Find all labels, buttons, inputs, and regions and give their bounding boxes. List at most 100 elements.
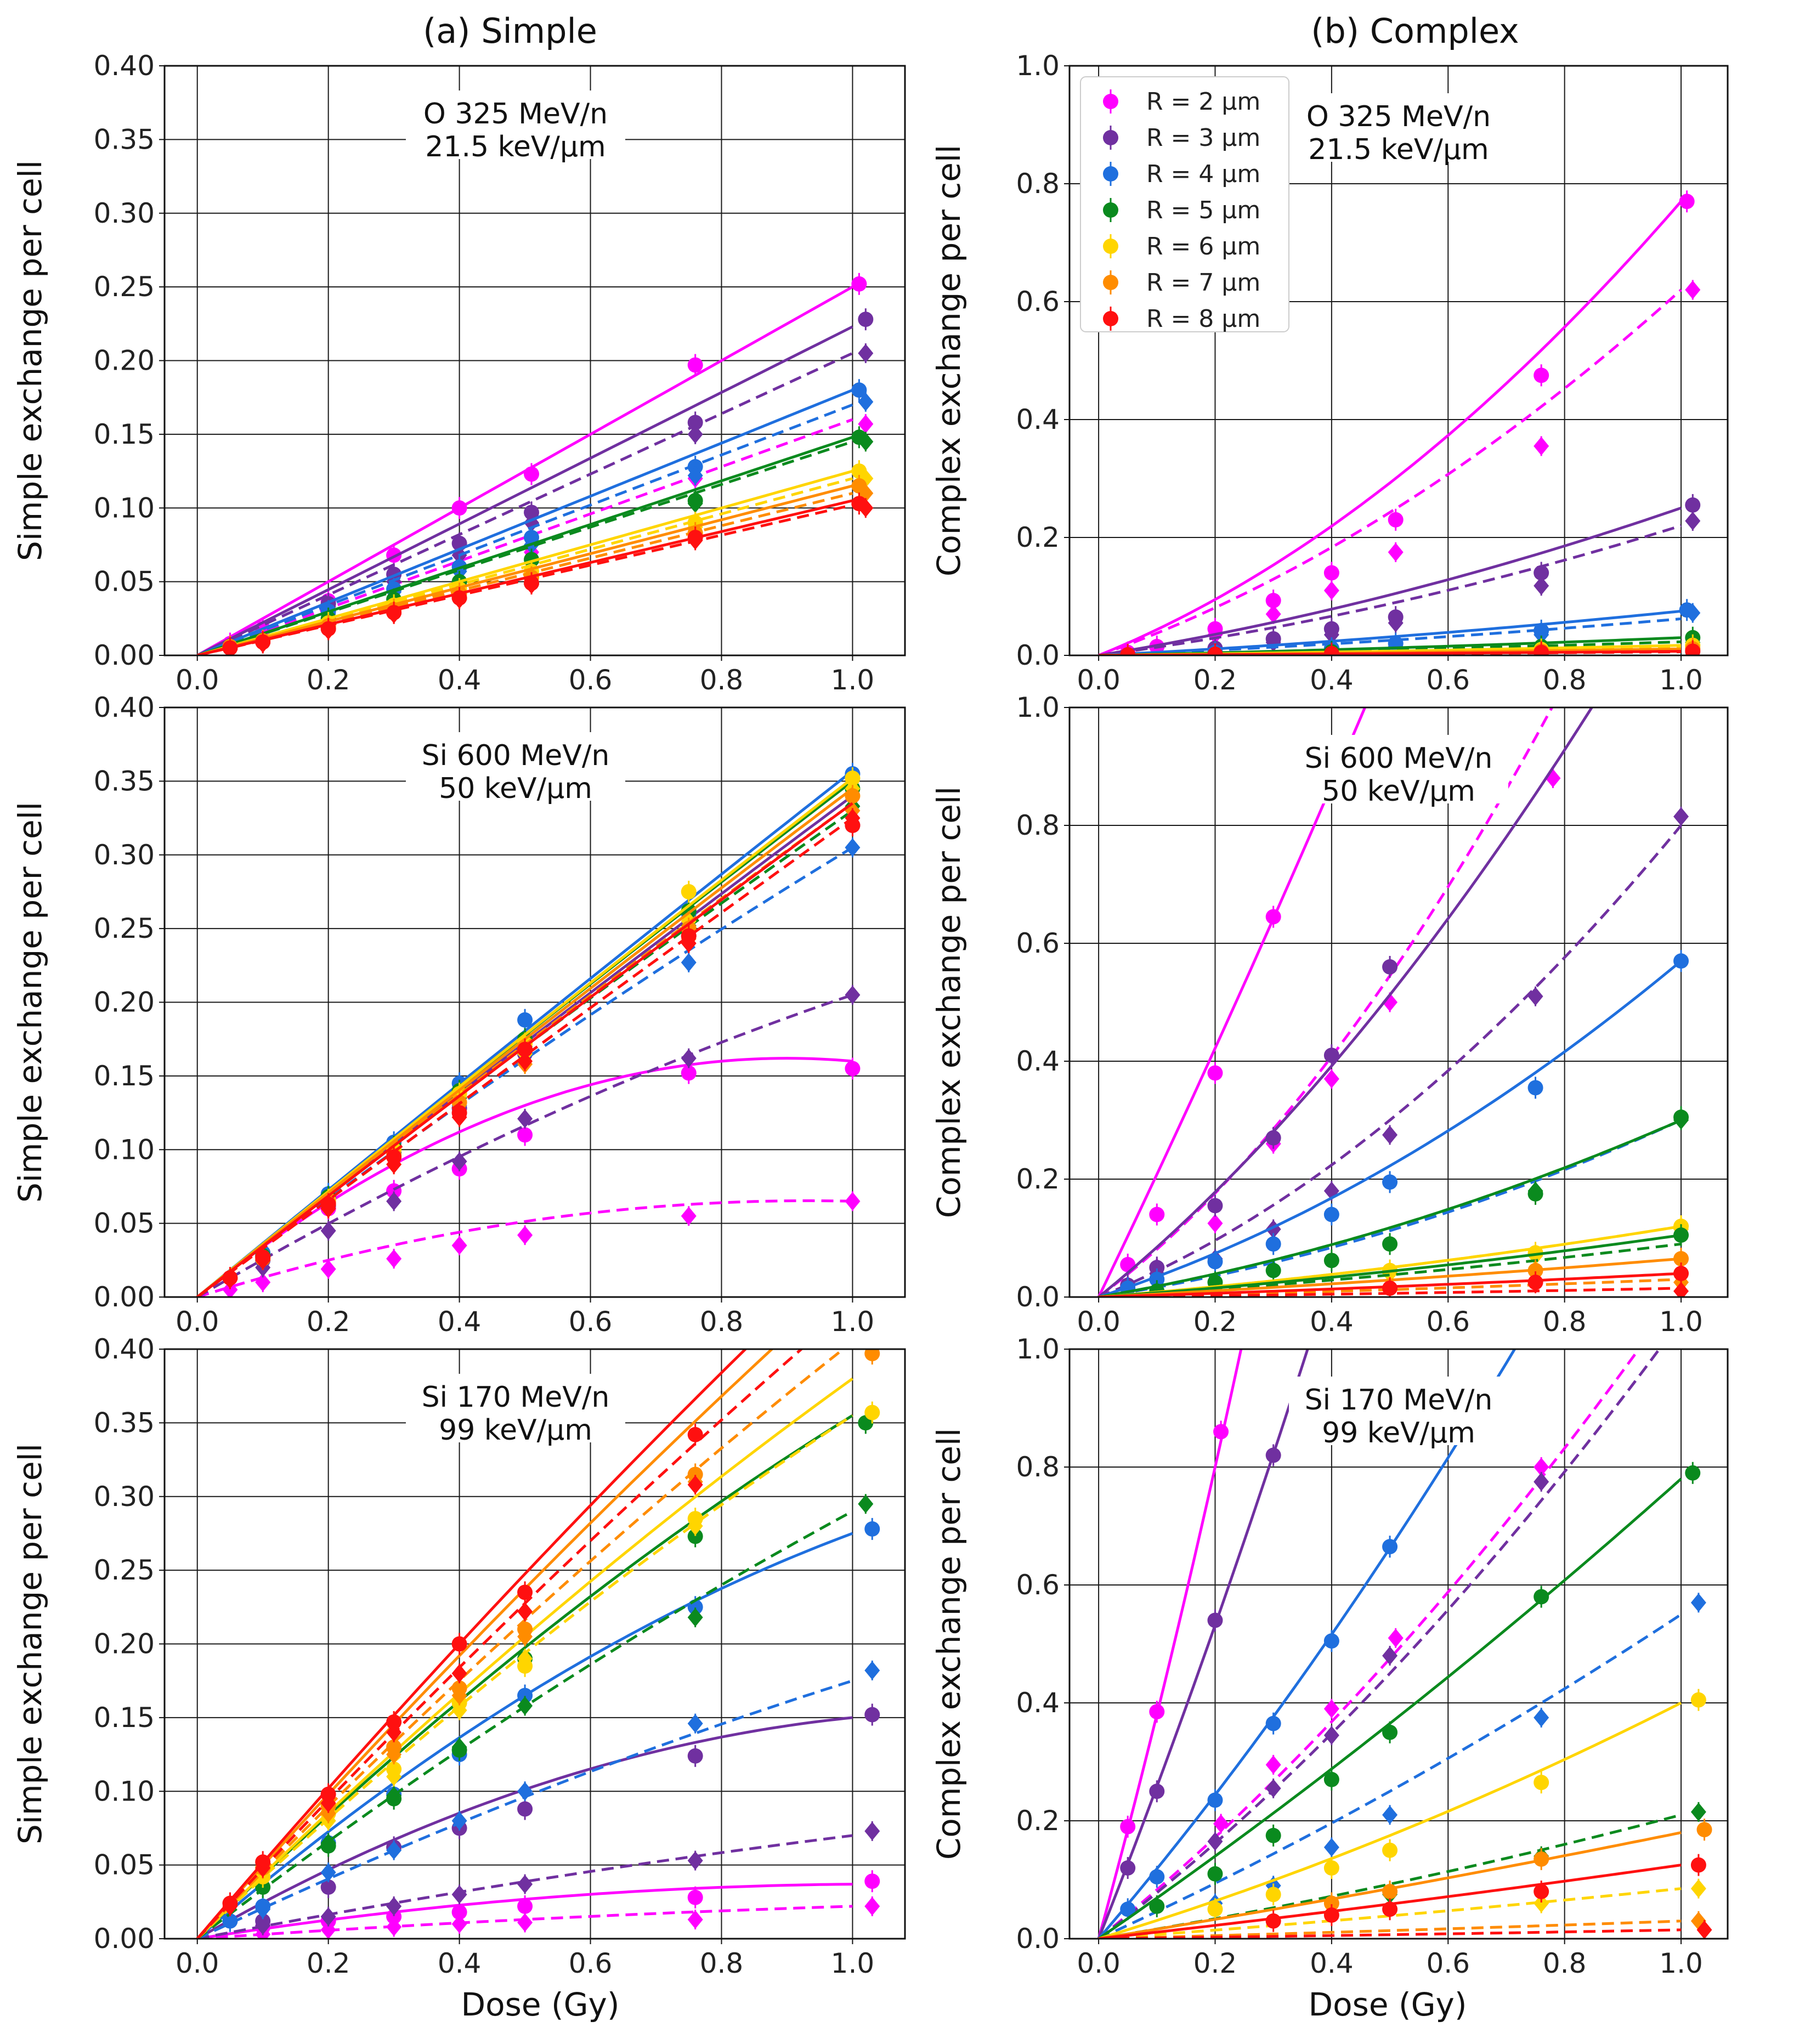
panel-complex-o325: 0.0 0.2 0.4 0.6 0.8 1.0 0.0 0.2 0.4 0.6 0.8 1.0 Comp… (930, 50, 1729, 696)
x-tick-label: 0.4 (438, 664, 482, 696)
fit-line-dashed (1098, 288, 1682, 655)
fit-line (196, 1349, 748, 1939)
data-point-diamond (386, 604, 402, 624)
data-point (517, 1801, 533, 1817)
data-point-diamond (222, 1270, 238, 1289)
data-point (864, 1405, 880, 1420)
data-point (687, 1528, 703, 1544)
y-tick-label: 1.0 (1016, 1333, 1060, 1365)
y-tick-label: 0.25 (94, 271, 155, 303)
data-point (845, 771, 861, 786)
data-point (1534, 565, 1549, 581)
data-point-diamond (1527, 1181, 1543, 1201)
y-tick-label: 0.35 (94, 765, 155, 797)
data-point-diamond (864, 1661, 880, 1680)
legend-marker (1103, 94, 1118, 109)
data-point (1527, 1080, 1543, 1096)
data-point (1207, 1065, 1223, 1081)
x-tick-label: 1.0 (1659, 1947, 1703, 1979)
data-point (1323, 1895, 1339, 1911)
panel-annotation: 21.5 keV/µm (425, 131, 606, 163)
y-tick-label: 0.40 (94, 50, 155, 82)
data-point (1323, 1048, 1339, 1063)
data-point (1120, 1819, 1136, 1834)
data-point (851, 382, 867, 398)
x-tick-label: 0.2 (307, 664, 350, 696)
data-point (1388, 512, 1404, 528)
data-point-diamond (1388, 1628, 1404, 1647)
data-point-diamond (864, 1896, 880, 1916)
panel-annotation: 21.5 keV/µm (1308, 133, 1489, 166)
plot-area (196, 273, 874, 655)
plot-frame (163, 706, 906, 1298)
data-point (1673, 1251, 1689, 1267)
panel-annotation: O 325 MeV/n (1306, 100, 1491, 133)
data-point (1265, 1130, 1281, 1146)
data-point (681, 1065, 697, 1081)
data-point-diamond (1673, 1111, 1689, 1130)
data-point (524, 505, 540, 520)
y-tick-label: 0.30 (94, 1481, 155, 1513)
data-point-diamond (687, 1608, 703, 1627)
data-point-diamond (255, 1250, 271, 1270)
data-point-diamond (1265, 1755, 1281, 1774)
data-point-diamond (864, 1821, 880, 1841)
data-point-diamond (451, 1686, 467, 1705)
y-tick-label: 0.0 (1016, 1281, 1060, 1313)
x-tick-label: 0.8 (1543, 1947, 1587, 1979)
data-point-diamond (858, 415, 874, 434)
data-point-diamond (524, 575, 540, 594)
x-axis-title: Dose (Gy) (461, 1986, 619, 2023)
annotation-background (1289, 93, 1508, 162)
data-point-diamond (687, 1475, 703, 1494)
data-point-diamond (320, 1259, 336, 1278)
fit-line-dashed (196, 993, 853, 1297)
data-point (451, 1904, 467, 1920)
y-tick-label: 0.10 (94, 492, 155, 524)
plot-frame (163, 1348, 906, 1940)
data-point-diamond (1690, 1879, 1706, 1898)
data-point (1265, 1236, 1281, 1252)
data-point (1679, 194, 1695, 210)
data-point-diamond (320, 1804, 336, 1823)
data-point-diamond (451, 590, 467, 609)
x-tick-label: 0.0 (1077, 1306, 1121, 1338)
y-tick-label: 0.15 (94, 418, 155, 450)
y-tick-label: 0.00 (94, 1281, 155, 1313)
data-point (1382, 1236, 1398, 1252)
data-point-diamond (386, 1841, 402, 1860)
fit-line-dashed (196, 817, 853, 1297)
y-tick-label: 0.10 (94, 1775, 155, 1807)
data-point (1382, 1901, 1398, 1917)
data-point (1149, 1783, 1165, 1799)
data-point-diamond (386, 1896, 402, 1916)
data-point-diamond (222, 640, 238, 655)
panel-complex-si170: 0.0 0.2 0.4 0.6 0.8 1.0 0.0 0.2 0.4 0.6 0.8 1.0 Comp… (930, 1333, 1729, 2023)
y-tick-label: 0.20 (94, 987, 155, 1018)
data-point (1207, 1901, 1223, 1917)
data-point (1323, 1907, 1339, 1923)
x-tick-label: 0.4 (1310, 1947, 1354, 1979)
data-point-diamond (1265, 1779, 1281, 1798)
y-tick-label: 0.20 (94, 345, 155, 377)
fit-line (196, 325, 853, 655)
data-point-diamond (451, 1152, 467, 1171)
data-point-diamond (681, 953, 697, 972)
y-axis-title: Complex exchange per cell (930, 786, 967, 1218)
data-point-diamond (255, 1916, 271, 1935)
x-tick-label: 0.8 (1543, 664, 1587, 696)
data-point-diamond (255, 1859, 271, 1877)
y-tick-label: 0.15 (94, 1702, 155, 1734)
y-tick-label: 0.05 (94, 566, 155, 598)
data-point (1149, 1271, 1165, 1287)
panel-annotation: 50 keV/µm (1322, 775, 1475, 808)
data-point-diamond (517, 1696, 533, 1715)
fit-line (196, 1414, 853, 1939)
data-point-diamond (1323, 1069, 1339, 1089)
data-point (1323, 1253, 1339, 1269)
data-point-diamond (386, 1745, 402, 1764)
data-point-diamond (858, 344, 874, 363)
y-tick-label: 0.0 (1016, 639, 1060, 671)
legend-label: R = 3 µm (1146, 124, 1260, 152)
x-tick-label: 0.8 (700, 664, 744, 696)
